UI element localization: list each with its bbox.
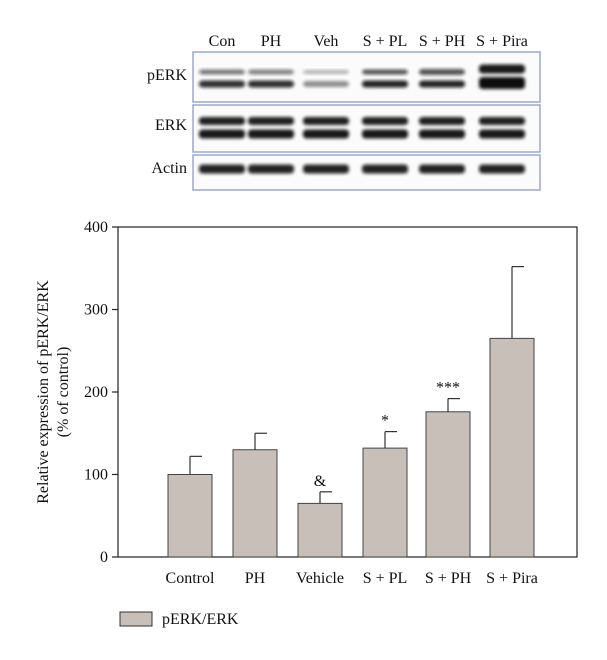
blot-band	[479, 64, 525, 74]
x-tick-label: S + PH	[425, 570, 472, 587]
blot-lane-label: Veh	[314, 33, 339, 50]
blot-band	[362, 117, 408, 125]
blot-band	[479, 77, 525, 89]
blot-band	[248, 117, 294, 125]
blot-band	[479, 129, 525, 139]
blot-lane-label: S + Pira	[476, 33, 528, 50]
blot-band	[248, 80, 294, 88]
blot-row-frame	[192, 104, 541, 153]
blot-row-label: pERK	[147, 67, 187, 84]
blot-band	[199, 129, 245, 139]
y-tick-label: 100	[84, 467, 108, 484]
x-tick-label: Vehicle	[296, 570, 344, 587]
chart-axes	[112, 226, 578, 558]
blot-band	[362, 129, 408, 139]
significance-marker: ***	[436, 380, 460, 397]
blot-band	[199, 164, 245, 174]
tick-labels: 0 100 200 300 400 Control PH Vehicle S + PL S + P…	[84, 219, 538, 587]
bar	[489, 337, 535, 558]
western-blot-panel: Con PH Veh S + PL S + PH S + Pira pERK ERK Actin	[147, 33, 541, 191]
blot-band	[362, 69, 408, 75]
x-tick-label: Control	[166, 570, 215, 587]
blot-band	[362, 80, 408, 88]
y-tick-label: 400	[84, 219, 108, 236]
blot-lane-label: PH	[261, 33, 282, 50]
bar	[297, 502, 343, 558]
blot-row-label: ERK	[155, 117, 187, 134]
blot-band	[419, 129, 465, 139]
blot-band	[419, 164, 465, 174]
blot-band	[303, 81, 349, 87]
significance-marker: *	[381, 413, 389, 430]
blot-lane-label: Con	[209, 33, 236, 50]
y-tick-label: 200	[84, 384, 108, 401]
blot-row-label: Actin	[151, 160, 187, 177]
blot-lane-label: S + PH	[419, 33, 466, 50]
blot-band	[362, 164, 408, 174]
blot-band	[303, 129, 349, 139]
y-tick-label: 300	[84, 302, 108, 319]
blot-lane-label: S + PL	[363, 33, 408, 50]
blot-band	[419, 69, 465, 75]
bar	[167, 474, 213, 558]
bar	[232, 449, 278, 558]
legend-swatch	[119, 611, 153, 627]
blot-band	[199, 69, 245, 75]
x-tick-label: PH	[245, 570, 266, 587]
legend: pERK/ERK	[119, 611, 239, 628]
bars: &****	[167, 266, 535, 558]
blot-row-frame	[192, 51, 541, 103]
y-axis-label-unit: (% of control)	[55, 347, 72, 438]
y-tick-label: 0	[100, 549, 108, 566]
bar	[362, 447, 408, 558]
legend-label: pERK/ERK	[162, 611, 239, 628]
bar	[425, 411, 471, 558]
blot-band	[303, 70, 349, 74]
blot-band	[303, 164, 349, 174]
blot-band	[479, 117, 525, 125]
y-axis-label: Relative expression of pERK/ERK	[35, 280, 52, 504]
blot-band	[248, 164, 294, 174]
x-tick-label: S + Pira	[486, 570, 538, 587]
significance-marker: &	[314, 473, 327, 490]
blot-band	[303, 117, 349, 125]
x-tick-label: S + PL	[363, 570, 408, 587]
blot-band	[248, 69, 294, 75]
blot-band	[199, 117, 245, 125]
blot-band	[248, 129, 294, 139]
blot-band	[199, 80, 245, 88]
blot-band	[419, 80, 465, 88]
blot-band	[479, 164, 525, 174]
blot-band	[419, 117, 465, 125]
